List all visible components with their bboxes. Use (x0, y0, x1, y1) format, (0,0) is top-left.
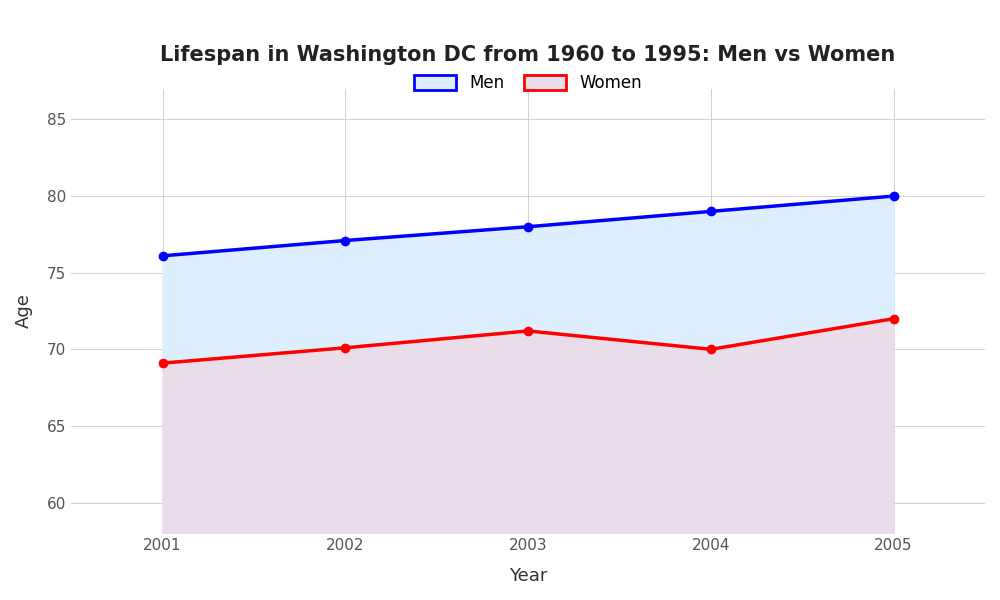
Line: Women: Women (158, 314, 898, 367)
Women (705, 346, 717, 353)
X-axis label: Year: Year (509, 567, 547, 585)
Men (888, 193, 900, 200)
Men (522, 223, 534, 230)
Men (157, 252, 169, 259)
Title: Lifespan in Washington DC from 1960 to 1995: Men vs Women: Lifespan in Washington DC from 1960 to 1… (160, 45, 896, 65)
Women (339, 344, 351, 352)
Women (522, 328, 534, 335)
Line: Men: Men (158, 192, 898, 260)
Men (339, 237, 351, 244)
Women (888, 315, 900, 322)
Men (705, 208, 717, 215)
Y-axis label: Age: Age (15, 293, 33, 328)
Legend: Men, Women: Men, Women (406, 66, 650, 101)
Women (157, 359, 169, 367)
